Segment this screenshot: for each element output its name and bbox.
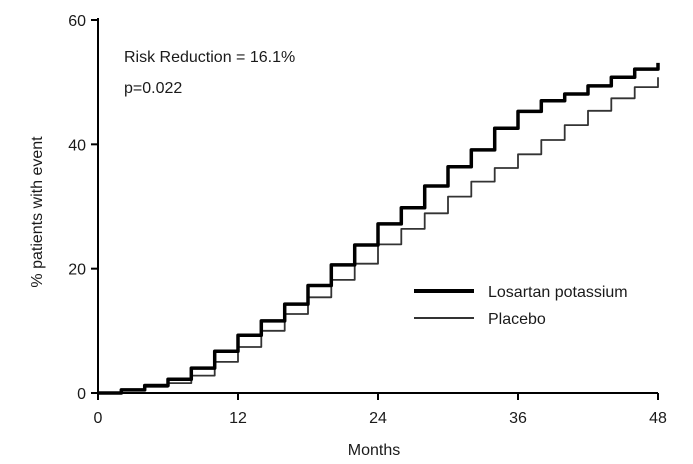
legend: Losartan potassium Placebo: [414, 284, 628, 328]
legend-label-placebo: Placebo: [488, 311, 546, 328]
y-tick-label: 60: [68, 13, 86, 30]
x-tick-label: 36: [509, 410, 527, 427]
annotation-p-value: p=0.022: [124, 80, 182, 97]
y-tick-label: 0: [77, 386, 86, 403]
series-layer: [98, 62, 660, 395]
tick-marks: [91, 19, 659, 400]
tick-labels: 0 12 24 36 48 0 20 40 60: [68, 13, 667, 427]
axes: [97, 18, 658, 394]
y-tick-label: 20: [68, 262, 86, 279]
legend-label-losartan: Losartan potassium: [488, 284, 628, 301]
x-tick-label: 24: [369, 410, 387, 427]
x-tick-label: 0: [94, 410, 103, 427]
series-line-losartan: [98, 62, 660, 395]
x-tick-label: 48: [649, 410, 667, 427]
y-tick-label: 40: [68, 137, 86, 154]
y-axis-label: % patients with event: [29, 136, 46, 288]
x-tick-label: 12: [229, 410, 247, 427]
x-axis-label: Months: [348, 442, 400, 459]
annotation-risk-reduction: Risk Reduction = 16.1%: [124, 49, 295, 66]
